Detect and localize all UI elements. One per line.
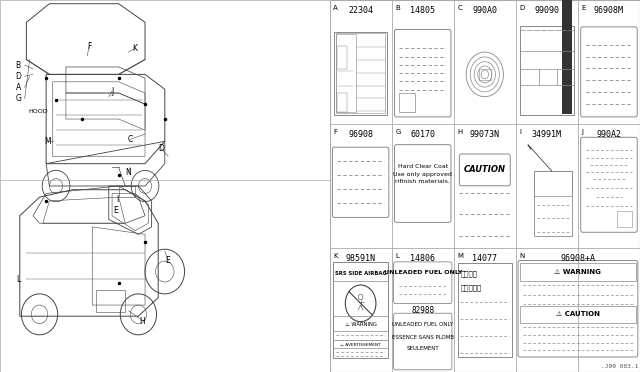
- Text: N: N: [520, 253, 525, 259]
- Text: L: L: [396, 253, 399, 259]
- Text: 98591N: 98591N: [346, 254, 376, 263]
- Text: M: M: [458, 253, 463, 259]
- Text: 14806: 14806: [410, 254, 435, 263]
- Bar: [333, 316, 388, 331]
- Text: 82988: 82988: [411, 306, 435, 315]
- Bar: [520, 26, 574, 115]
- Text: UNLEADED FUEL ONLY: UNLEADED FUEL ONLY: [383, 270, 462, 275]
- Text: N: N: [125, 169, 131, 177]
- Text: 14805: 14805: [410, 6, 435, 15]
- Text: SEULEMENT: SEULEMENT: [406, 346, 439, 351]
- Text: 22304: 22304: [348, 6, 373, 15]
- Text: B: B: [396, 5, 400, 11]
- Text: 34991M: 34991M: [532, 129, 562, 139]
- Text: A: A: [15, 83, 20, 92]
- Text: 96908M: 96908M: [594, 6, 624, 15]
- Bar: [520, 306, 636, 323]
- Text: 60170: 60170: [410, 129, 435, 139]
- Text: 14077: 14077: [472, 254, 497, 263]
- Text: G: G: [396, 129, 401, 135]
- Text: K: K: [132, 44, 138, 53]
- Text: K: K: [333, 253, 338, 259]
- Text: 96908: 96908: [348, 129, 373, 139]
- Bar: [479, 69, 491, 80]
- Text: ⚠ WARNING: ⚠ WARNING: [345, 322, 376, 327]
- Text: J: J: [582, 129, 584, 135]
- Text: J: J: [111, 87, 113, 96]
- Text: D: D: [159, 144, 164, 153]
- Bar: [333, 340, 388, 348]
- Text: 990A0: 990A0: [472, 6, 497, 15]
- Text: E: E: [582, 5, 586, 11]
- Text: 99073N: 99073N: [470, 129, 500, 139]
- Text: I: I: [116, 195, 118, 203]
- Bar: [336, 34, 356, 112]
- Bar: [333, 262, 388, 357]
- Text: Use only approved: Use only approved: [394, 172, 452, 177]
- Text: C: C: [458, 5, 462, 11]
- Bar: [337, 93, 348, 112]
- Text: UNLEADED FUEL ONLY: UNLEADED FUEL ONLY: [392, 322, 453, 327]
- Text: 熱い間、: 熱い間、: [461, 271, 478, 278]
- Bar: [534, 171, 572, 196]
- Text: I: I: [520, 129, 522, 135]
- Text: HOOD: HOOD: [28, 109, 48, 114]
- Text: ESSENCE SANS PLOMB: ESSENCE SANS PLOMB: [392, 335, 454, 340]
- Text: C: C: [127, 135, 133, 144]
- Bar: [562, 0, 572, 114]
- Text: L: L: [16, 275, 20, 283]
- Text: .J99 003.1: .J99 003.1: [601, 364, 639, 369]
- Text: D: D: [520, 5, 525, 11]
- Text: ⚠ WARNING: ⚠ WARNING: [554, 269, 602, 275]
- Text: 990A2: 990A2: [596, 129, 621, 139]
- Text: Hard Clear Coat: Hard Clear Coat: [397, 164, 448, 169]
- Bar: [337, 46, 348, 69]
- Bar: [520, 263, 636, 281]
- Bar: [333, 262, 388, 282]
- Bar: [334, 32, 387, 115]
- Text: E: E: [166, 256, 170, 265]
- Text: B: B: [15, 61, 20, 70]
- Bar: [336, 33, 385, 113]
- Text: H: H: [139, 317, 145, 326]
- Text: 96908+A: 96908+A: [561, 254, 595, 263]
- Bar: [458, 263, 512, 357]
- Text: M: M: [44, 137, 51, 146]
- Text: CAUTION: CAUTION: [464, 166, 506, 174]
- Text: F: F: [87, 42, 91, 51]
- Bar: [399, 93, 415, 112]
- Text: ⚠ CAUTION: ⚠ CAUTION: [556, 311, 600, 317]
- Text: H: H: [458, 129, 463, 135]
- Text: あけるな。: あけるな。: [461, 284, 482, 291]
- Text: G: G: [15, 94, 21, 103]
- Text: D: D: [15, 72, 21, 81]
- Text: E: E: [113, 206, 118, 215]
- Text: ⚠ AVERTISSEMENT: ⚠ AVERTISSEMENT: [340, 343, 381, 347]
- Text: 99090: 99090: [534, 6, 559, 15]
- Text: rifinish materials.: rifinish materials.: [396, 179, 450, 184]
- Bar: [617, 211, 632, 227]
- Text: F: F: [333, 129, 337, 135]
- Bar: [534, 171, 572, 235]
- Text: SRS SIDE AIRBAG: SRS SIDE AIRBAG: [335, 271, 387, 276]
- Text: A: A: [333, 5, 338, 11]
